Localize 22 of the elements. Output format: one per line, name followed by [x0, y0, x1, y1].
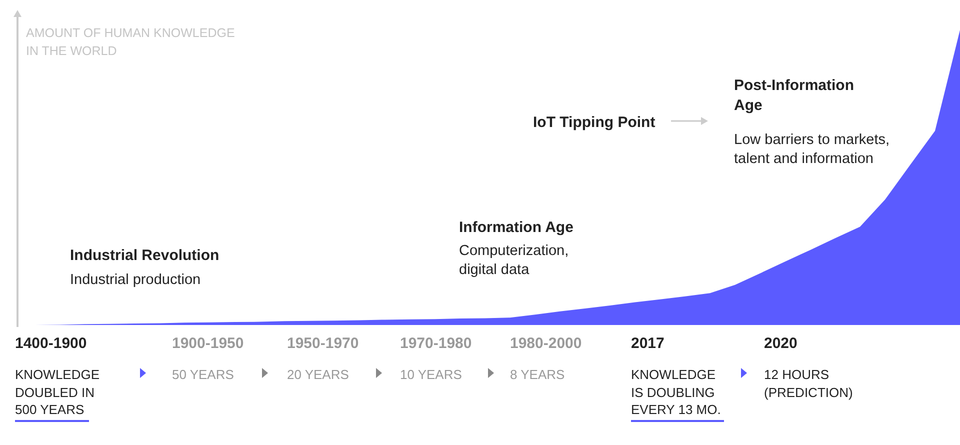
text: 2020	[764, 334, 798, 354]
text: 1950-1970	[287, 334, 360, 354]
text: 12 HOURS (PREDICTION)	[764, 366, 854, 402]
text: KNOWLEDGE DOUBLED IN 500 YEARS	[15, 366, 101, 419]
text: 2017	[631, 334, 666, 354]
text: 1980-2000	[510, 334, 583, 354]
annotation: Information Age	[459, 218, 574, 238]
text: 1970-1980	[400, 334, 473, 354]
annotation: IoT Tipping Point	[533, 113, 656, 132]
text: 1400-1900	[15, 334, 88, 354]
text: KNOWLEDGE IS DOUBLING EVERY 13 MO.	[631, 366, 722, 419]
annotation: Post-Information Age	[734, 76, 855, 115]
text: 20 YEARS	[287, 366, 350, 384]
text: 50 YEARS	[172, 366, 235, 384]
text: 10 YEARS	[400, 366, 463, 384]
annotation: Industrial Revolution	[70, 246, 220, 266]
annotation: Low barriers to markets, talent and information	[734, 131, 891, 169]
y-axis-title: AMOUNT OF HUMAN KNOWLEDGE IN THE WORLD	[26, 25, 236, 60]
text: 8 YEARS	[510, 366, 566, 384]
annotation: Computerization, digital data	[459, 242, 570, 280]
annotation: Industrial production	[70, 271, 202, 290]
text: 1900-1950	[172, 334, 245, 354]
